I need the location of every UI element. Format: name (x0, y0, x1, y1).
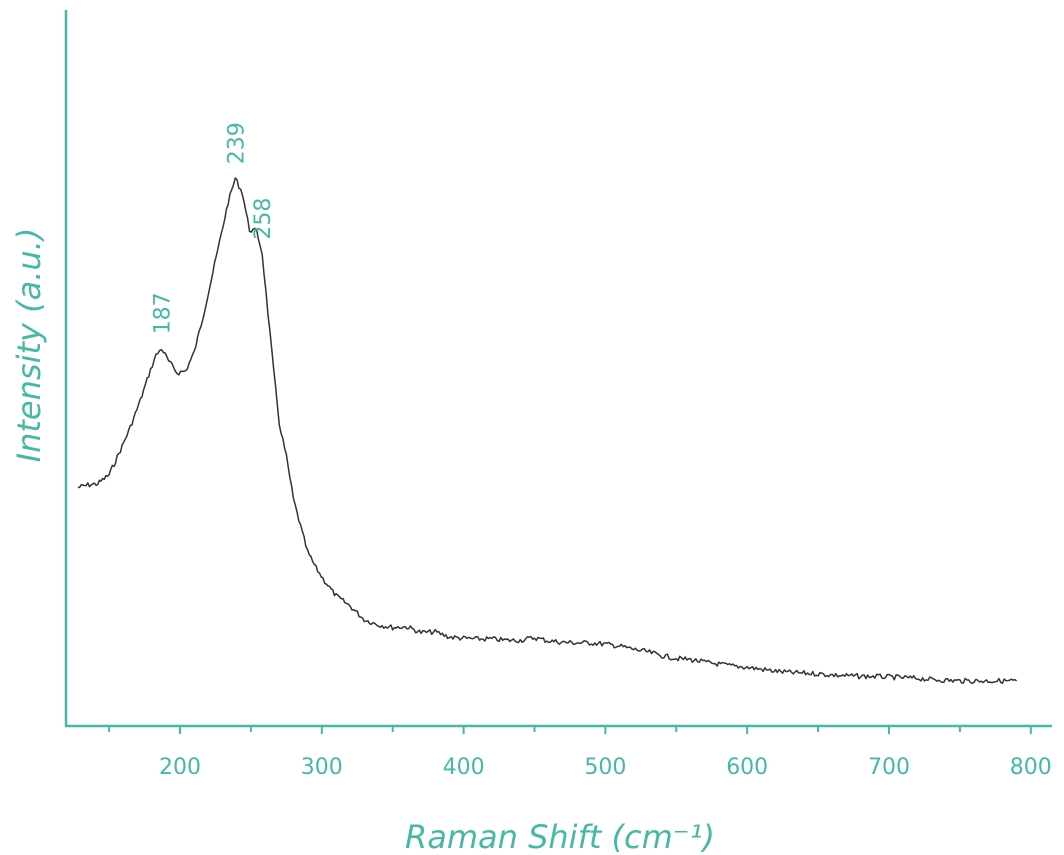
peak-label: 239 (224, 122, 249, 164)
peak-label: 187 (151, 292, 176, 334)
x-tick-label: 800 (1010, 755, 1052, 780)
x-tick-label: 600 (726, 755, 768, 780)
peak-label: 258 (251, 198, 276, 240)
x-tick-label: 500 (584, 755, 626, 780)
peak-annotations: 187 239 258 (151, 122, 277, 334)
x-tick-label: 200 (159, 755, 201, 780)
x-tick-label: 300 (301, 755, 343, 780)
series-layer (77, 177, 1018, 685)
x-tick-label: 700 (868, 755, 910, 780)
x-axis-title: Raman Shift (cm⁻¹) (405, 818, 715, 855)
x-tick-label: 400 (443, 755, 485, 780)
x-ticks: 200 300 400 500 600 700 800 (108, 726, 1052, 780)
axes (64, 10, 1052, 728)
spectrum-line (77, 177, 1018, 685)
y-axis-title: Intensity (a.u.) (10, 228, 48, 463)
